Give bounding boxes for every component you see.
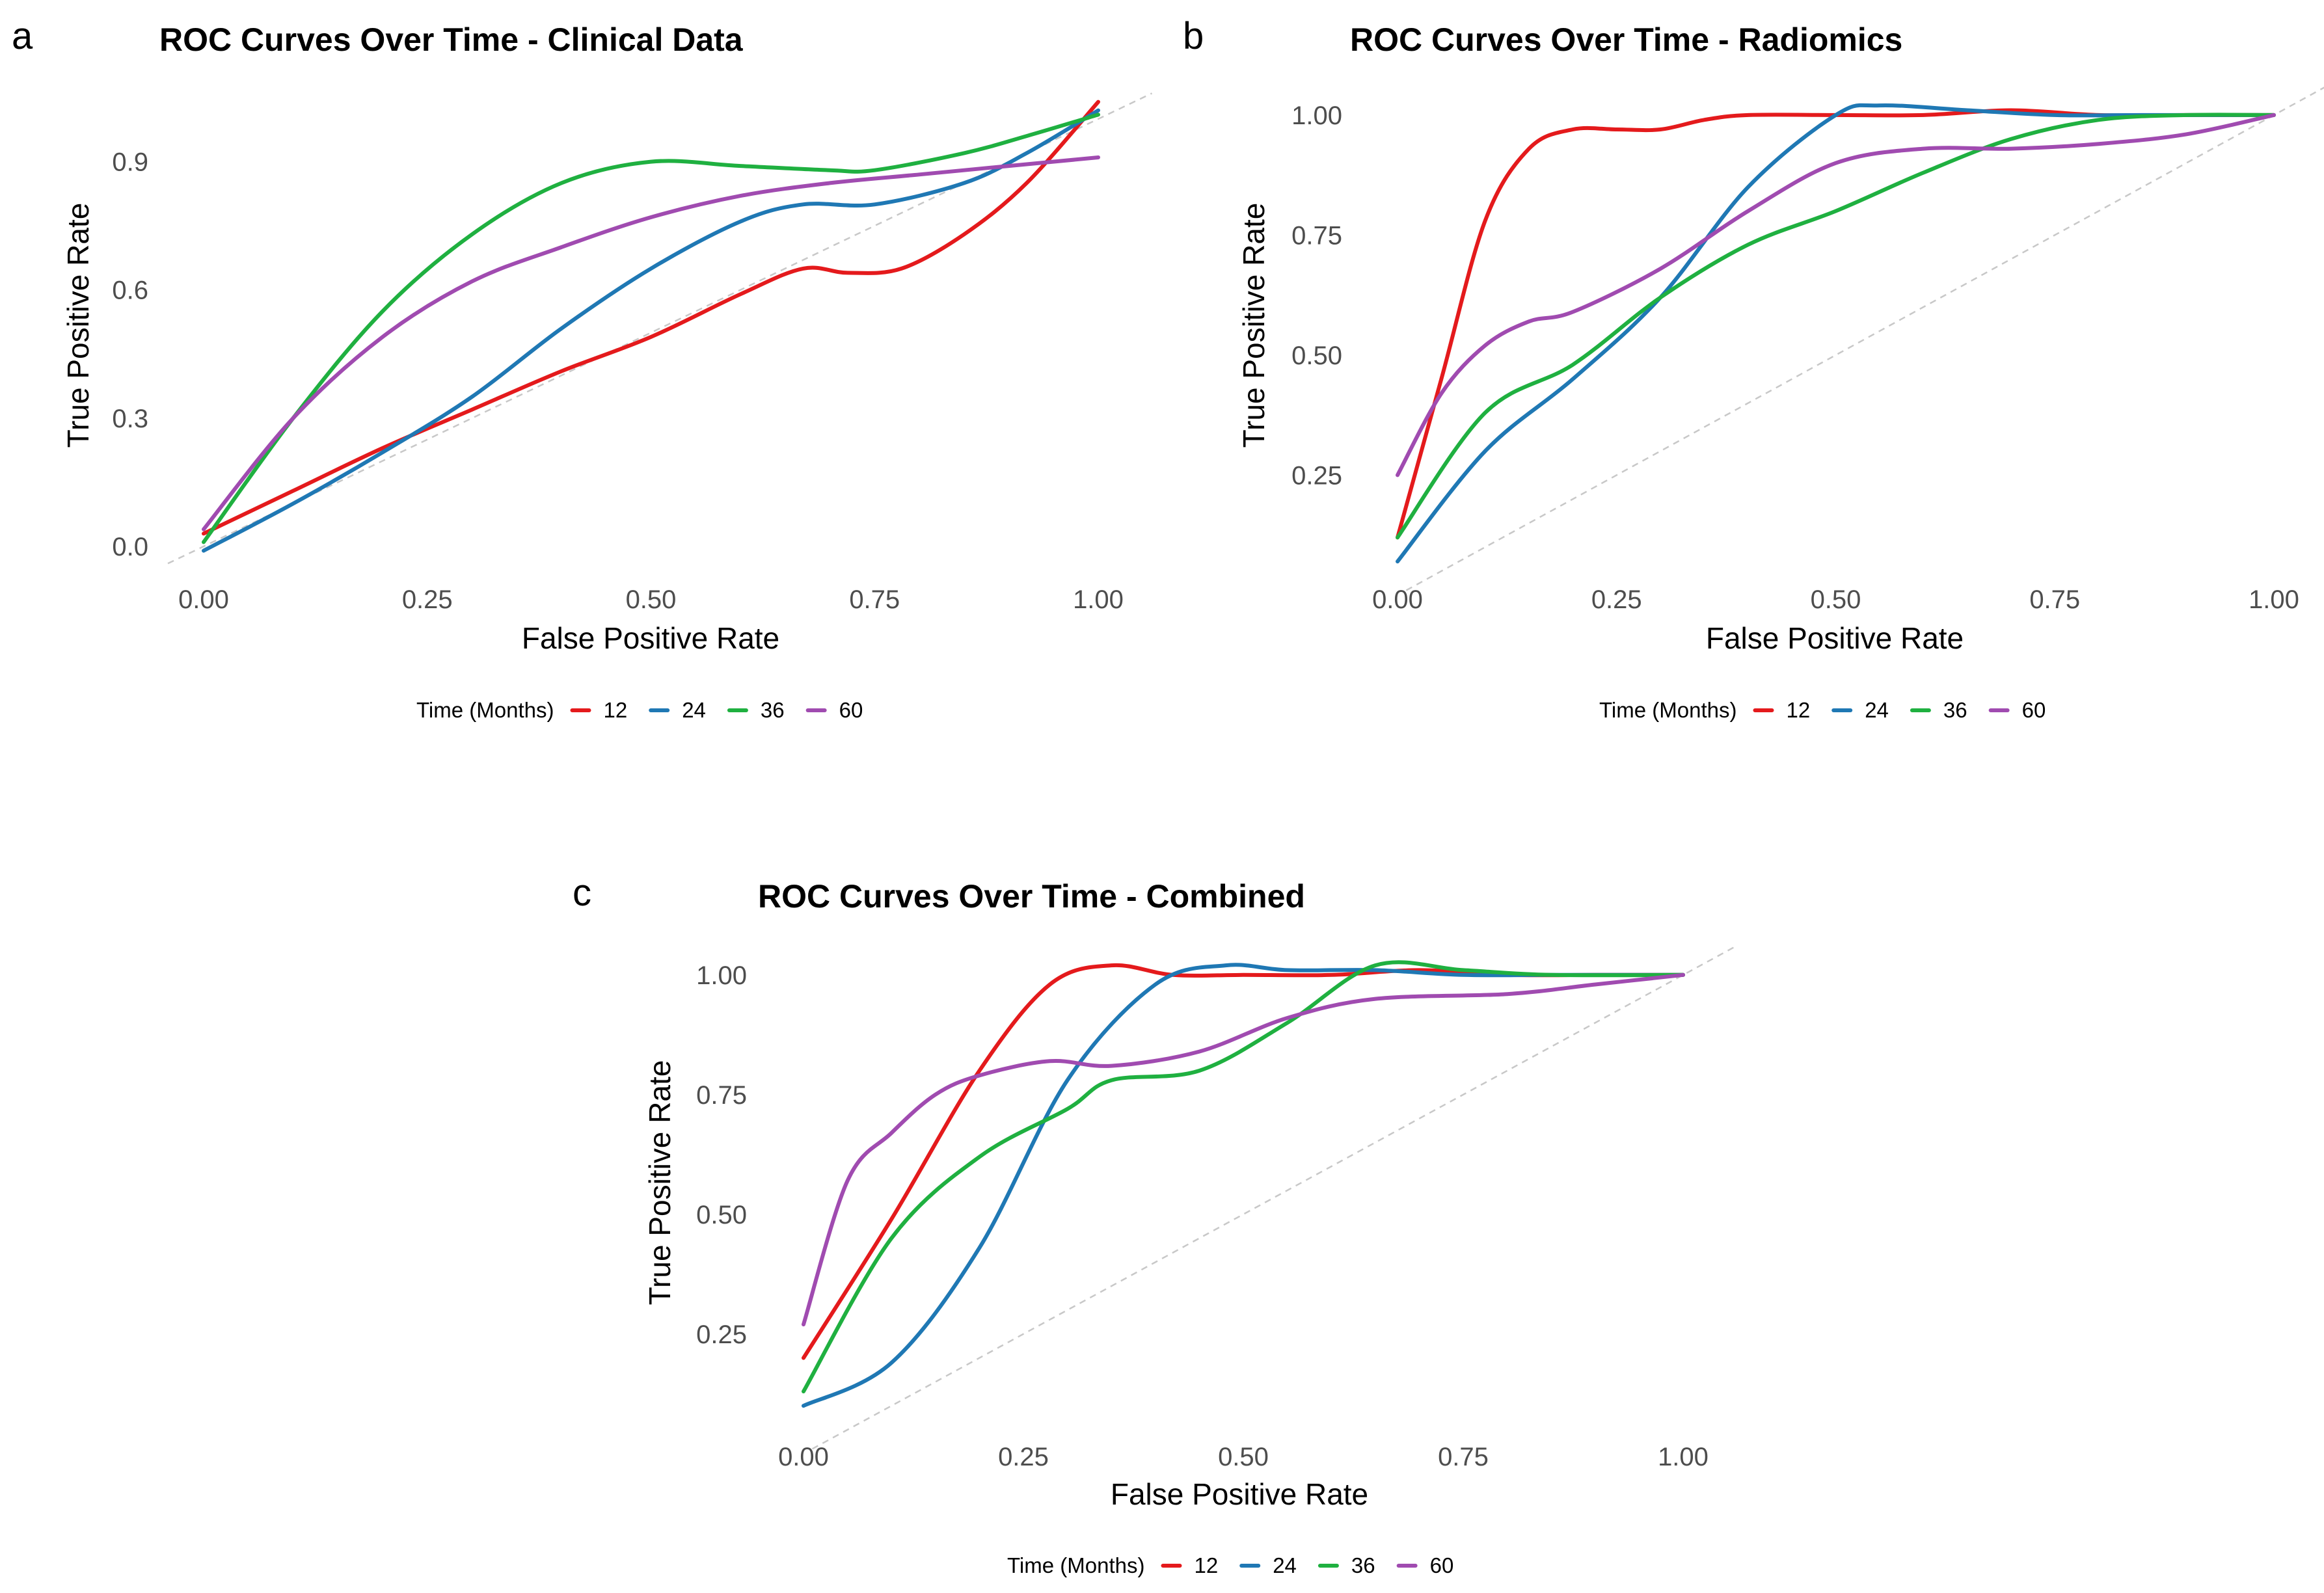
legend-label-12: 12 (1786, 698, 1810, 722)
chart-panel-c: c ROC Curves Over Time - Combined 0.00 0.… (573, 872, 1736, 1577)
series-line-36 (202, 113, 1100, 544)
plot-area-c: 0.00 0.25 0.50 0.75 1.00 0.25 0.50 0.75 1.00 (696, 945, 1736, 1471)
y-tick-label: 0.25 (696, 1320, 747, 1349)
legend-title-a: Time (Months) (416, 698, 554, 722)
y-tick-label: 0.9 (112, 148, 148, 177)
legend-c: Time (Months) 12 24 36 60 (1007, 1553, 1453, 1577)
x-tick-label: 0.25 (998, 1443, 1049, 1471)
chart-title-a: ROC Curves Over Time - Clinical Data (159, 21, 744, 58)
y-tick-label: 0.0 (112, 533, 148, 561)
x-tick-label: 0.00 (178, 585, 229, 614)
chart-panel-a: a ROC Curves Over Time - Clinical Data 0… (12, 15, 1153, 722)
x-axis-label-c: False Positive Rate (1111, 1477, 1368, 1511)
y-tick-label: 0.75 (1291, 221, 1342, 250)
legend-label-12: 12 (1194, 1553, 1218, 1577)
legend-a: Time (Months) 12 24 36 60 (416, 698, 863, 722)
legend-label-24: 24 (1273, 1553, 1297, 1577)
legend-label-60: 60 (1430, 1553, 1454, 1577)
series-line-12 (202, 100, 1100, 536)
series-line-60 (802, 972, 1685, 1327)
x-tick-label: 1.00 (1658, 1443, 1709, 1471)
diagonal-reference-line (167, 92, 1153, 565)
x-tick-label: 0.50 (1218, 1443, 1269, 1471)
y-tick-label: 0.50 (696, 1201, 747, 1229)
x-tick-label: 0.00 (778, 1443, 829, 1471)
y-tick-label: 0.6 (112, 276, 148, 305)
panel-letter-c: c (573, 872, 591, 914)
legend-label-36: 36 (761, 698, 785, 722)
plot-area-a: 0.00 0.25 0.50 0.75 1.00 0.0 0.3 0.6 0.9 (112, 92, 1153, 614)
legend-label-12: 12 (603, 698, 627, 722)
y-axis-label-b: True Positive Rate (1237, 203, 1271, 448)
legend-label-36: 36 (1943, 698, 1967, 722)
legend-label-24: 24 (1865, 698, 1889, 722)
series-line-24 (202, 108, 1100, 553)
legend-b: Time (Months) 12 24 36 60 (1599, 698, 2046, 722)
x-tick-label: 0.50 (1811, 585, 1861, 614)
chart-title-b: ROC Curves Over Time - Radiomics (1350, 21, 1902, 58)
y-tick-label: 0.50 (1291, 341, 1342, 370)
chart-panel-b: b ROC Curves Over Time - Radiomics 0.00 0… (1183, 15, 2324, 722)
x-tick-label: 0.25 (402, 585, 453, 614)
x-axis-label-b: False Positive Rate (1706, 621, 1964, 655)
x-tick-label: 0.50 (626, 585, 677, 614)
series-line-24 (1396, 103, 2276, 564)
series-line-36 (1396, 113, 2276, 540)
series-line-60 (202, 155, 1100, 531)
legend-title-c: Time (Months) (1007, 1553, 1144, 1577)
y-tick-label: 0.25 (1291, 461, 1342, 490)
y-axis-label-c: True Positive Rate (643, 1060, 677, 1305)
y-tick-label: 0.3 (112, 405, 148, 433)
panel-letter-b: b (1183, 15, 1204, 57)
y-tick-label: 1.00 (696, 961, 747, 990)
x-tick-label: 1.00 (2249, 585, 2299, 614)
y-tick-label: 0.75 (696, 1081, 747, 1110)
x-tick-label: 0.75 (2029, 585, 2080, 614)
legend-label-60: 60 (839, 698, 863, 722)
x-tick-label: 0.25 (1591, 585, 1642, 614)
series-line-24 (802, 963, 1685, 1408)
series-line-60 (1396, 113, 2276, 477)
x-axis-label-a: False Positive Rate (522, 621, 779, 655)
y-tick-label: 1.00 (1291, 101, 1342, 130)
series-line-36 (802, 960, 1685, 1394)
x-tick-label: 0.75 (849, 585, 900, 614)
panel-letter-a: a (12, 15, 33, 57)
legend-label-24: 24 (682, 698, 706, 722)
plot-area-b: 0.00 0.25 0.50 0.75 1.00 0.25 0.50 0.75 1.00 (1291, 87, 2324, 614)
legend-title-b: Time (Months) (1599, 698, 1736, 722)
y-axis-label-a: True Positive Rate (61, 203, 95, 448)
chart-title-c: ROC Curves Over Time - Combined (758, 878, 1305, 915)
x-tick-label: 0.00 (1372, 585, 1423, 614)
legend-label-60: 60 (2022, 698, 2046, 722)
x-tick-label: 1.00 (1073, 585, 1124, 614)
x-tick-label: 0.75 (1438, 1443, 1489, 1471)
legend-label-36: 36 (1351, 1553, 1375, 1577)
